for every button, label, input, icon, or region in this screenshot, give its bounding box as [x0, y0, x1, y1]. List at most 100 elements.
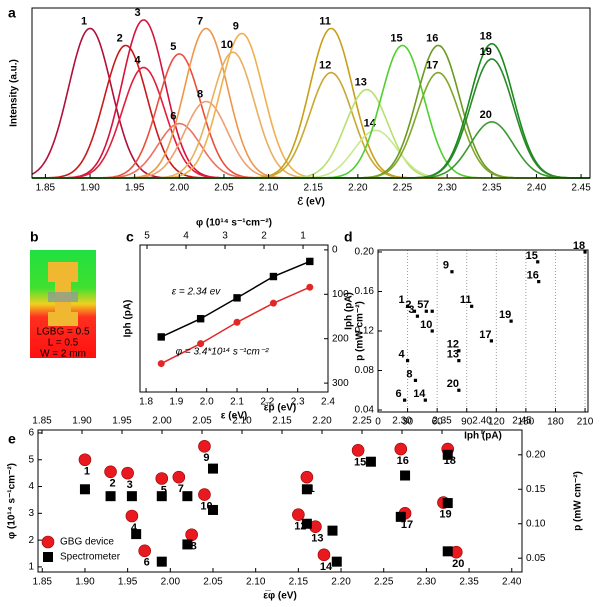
x-tick-label: 120 — [488, 417, 505, 428]
x-tick-label: 2.00 — [161, 577, 181, 588]
panel-b: b LGBG = 0.5 L = 0.5 W = 2 mm — [30, 229, 96, 360]
point — [197, 340, 205, 348]
point-label: 3 — [408, 304, 414, 316]
peak-label: 1 — [81, 15, 87, 27]
point-label: 12 — [447, 339, 459, 351]
x-tick-label: 0 — [375, 417, 381, 428]
device-text: W = 2 mm — [40, 349, 86, 360]
point — [394, 442, 408, 456]
peak-label: 13 — [355, 77, 367, 89]
point — [126, 491, 137, 502]
x-tick-label: 2.1 — [230, 397, 244, 408]
axis-label: Intensity (a.u.) — [9, 59, 20, 127]
point-label: 19 — [439, 509, 451, 521]
point — [156, 556, 167, 567]
x2-tick-label: 5 — [144, 231, 150, 242]
point — [457, 359, 461, 363]
point — [138, 544, 152, 558]
peak-label: 17 — [426, 60, 438, 72]
point — [157, 333, 165, 341]
peak-label: 19 — [480, 46, 492, 58]
x-tick-label: 2.10 — [246, 577, 266, 588]
point — [300, 470, 314, 484]
point — [155, 472, 169, 485]
x2-tick-label: 1 — [300, 231, 306, 242]
point-label: 8 — [191, 541, 197, 553]
point — [395, 511, 406, 522]
legend-label: Spectrometer — [60, 552, 121, 563]
plot-frame — [31, 7, 591, 179]
y-tick-label: 3 — [28, 508, 34, 519]
point — [78, 453, 92, 467]
y-tick-label: 6 — [28, 428, 34, 439]
point — [182, 539, 193, 550]
point-label: 2 — [109, 478, 115, 490]
y-tick-label: 0.16 — [355, 286, 375, 297]
point-label: 16 — [527, 270, 539, 282]
point — [412, 309, 417, 313]
point-label: 18 — [573, 240, 585, 252]
point-label: 15 — [354, 456, 366, 468]
point — [327, 525, 338, 536]
point — [125, 509, 139, 523]
y-tick-label: 4 — [28, 481, 34, 492]
point — [233, 294, 241, 302]
point — [306, 283, 314, 291]
x-tick-label: 2.2 — [260, 397, 274, 408]
x-tick-label: 2.0 — [200, 397, 214, 408]
gbg-stripe — [48, 292, 78, 302]
point-label: 6 — [144, 557, 150, 569]
point — [306, 257, 314, 266]
device-text: L = 0.5 — [48, 338, 79, 349]
x-tick-label: 2.10 — [259, 183, 279, 194]
point — [105, 491, 116, 502]
legend-marker — [43, 552, 53, 562]
peak-label: 8 — [197, 88, 203, 100]
point-label: 4 — [399, 349, 406, 361]
x2-tick-label: 2.15 — [272, 416, 292, 427]
point-label: 5 — [161, 484, 167, 496]
point — [405, 359, 410, 363]
x-tick-label: 2.20 — [331, 577, 351, 588]
point — [301, 484, 312, 495]
peak-label: 9 — [233, 20, 239, 32]
point — [400, 470, 411, 481]
x2-tick-label: 2.30 — [392, 416, 412, 427]
point — [104, 465, 117, 479]
point-label: 13 — [447, 349, 459, 361]
x-tick-label: 2.25 — [393, 183, 413, 194]
peak-label: 10 — [221, 39, 233, 51]
point — [196, 315, 205, 323]
axis-label: Iph (pA) — [123, 300, 134, 338]
peak-label: 14 — [364, 117, 377, 129]
x2-tick-label: 2.00 — [152, 416, 172, 427]
point-label: 9 — [203, 452, 209, 464]
y-tick-label: 2 — [28, 535, 34, 546]
y-tick-label: 0.12 — [355, 326, 375, 337]
point — [430, 309, 434, 313]
x-tick-label: 1.90 — [80, 183, 100, 194]
peak-label: 20 — [480, 109, 492, 121]
x-tick-label: 1.90 — [75, 577, 95, 588]
point-label: 17 — [401, 519, 413, 531]
axis-label: ε (eV) — [221, 411, 247, 422]
x-tick-label: 2.4 — [321, 397, 335, 408]
peak-label: 12 — [319, 60, 331, 72]
x-tick-label: 2.30 — [437, 183, 457, 194]
x-tick-label: 180 — [547, 417, 564, 428]
peak-label: 16 — [426, 32, 438, 44]
point — [450, 270, 454, 274]
panel-label: a — [8, 5, 16, 21]
y2-tick-label: 0.10 — [526, 518, 546, 529]
x-tick-label: 2.40 — [502, 577, 522, 588]
point-label: 8 — [406, 368, 412, 380]
peak-label: 2 — [117, 32, 123, 44]
x2-tick-label: 2 — [261, 231, 267, 242]
point-label: 6 — [396, 388, 402, 400]
x-tick-label: 2.15 — [303, 183, 323, 194]
point-label: 14 — [413, 388, 426, 400]
point — [509, 319, 513, 323]
x-tick-label: 2.00 — [170, 183, 190, 194]
point — [457, 349, 461, 353]
y-tick-label: 0.04 — [355, 405, 375, 416]
